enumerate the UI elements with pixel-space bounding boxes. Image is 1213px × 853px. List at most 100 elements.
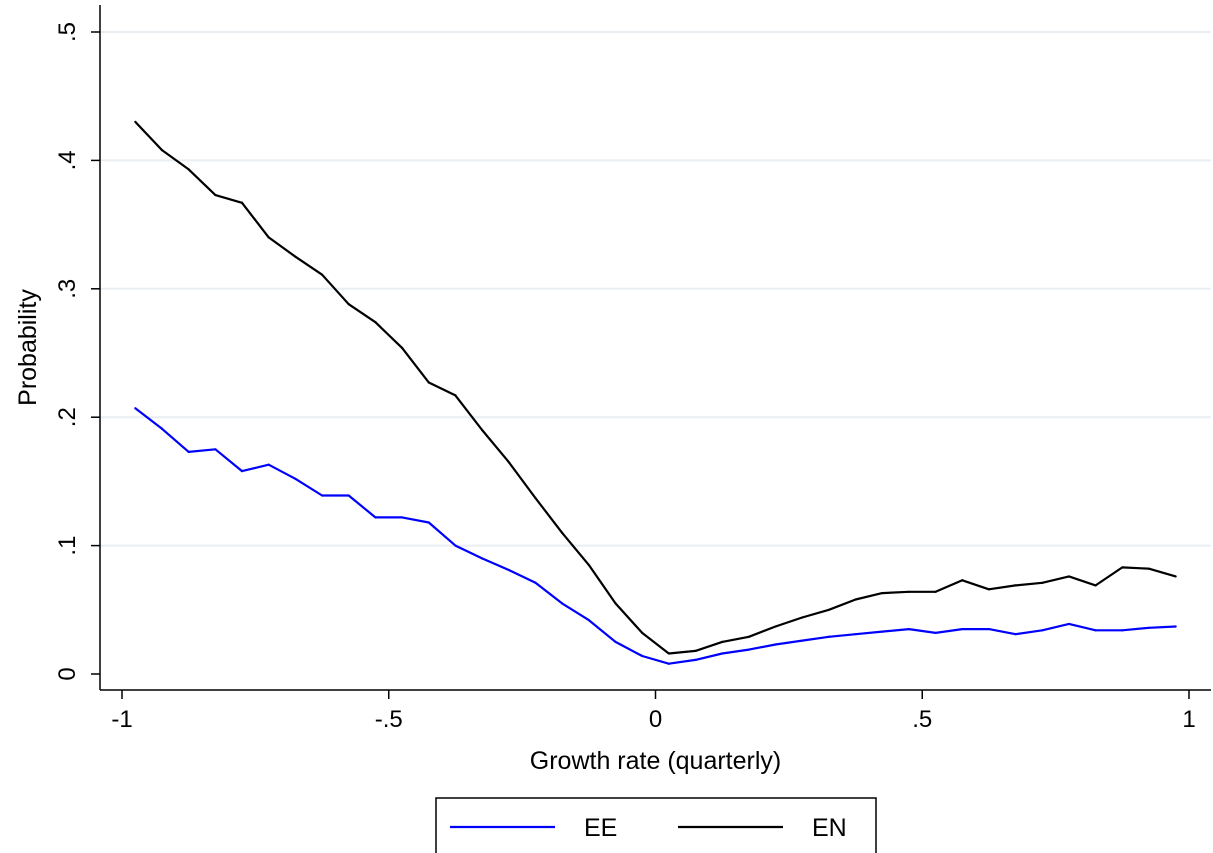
data-point-en (694, 649, 697, 652)
data-point-ee (134, 407, 137, 410)
data-point-ee (854, 633, 857, 636)
data-point-ee (881, 630, 884, 633)
data-point-ee (587, 618, 590, 622)
data-point-en (907, 590, 911, 593)
data-point-en (454, 394, 457, 397)
legend-label-en: EN (812, 814, 847, 842)
data-point-ee (240, 470, 244, 473)
data-point-ee (641, 654, 644, 658)
data-point-ee (1147, 626, 1151, 629)
data-point-en (160, 149, 164, 152)
data-point-en (347, 303, 350, 306)
data-point-en (400, 346, 404, 349)
data-point-en (747, 635, 750, 638)
data-point-en (934, 590, 937, 593)
y-tick-label: .4 (54, 150, 81, 170)
data-point-en (214, 193, 217, 197)
data-point-ee (987, 627, 991, 631)
data-point-en (587, 563, 590, 566)
data-point-en (1067, 575, 1071, 578)
data-point-en (374, 321, 377, 324)
data-point-ee (507, 568, 510, 572)
x-tick-label: -1 (111, 706, 132, 733)
series-line-ee (134, 407, 1176, 665)
data-point-en (1147, 567, 1151, 570)
data-point-ee (187, 450, 190, 453)
data-point-ee (427, 521, 430, 524)
data-point-en (427, 381, 430, 384)
x-tick-label: 0 (649, 706, 662, 733)
legend-box (435, 797, 877, 853)
data-point-en (187, 168, 190, 171)
series-lines (134, 120, 1177, 665)
y-tick-label: 0 (54, 667, 81, 680)
y-tick-label: .5 (54, 22, 81, 42)
data-point-en (134, 120, 137, 123)
data-point-ee (907, 627, 911, 631)
data-point-en (1121, 566, 1124, 569)
data-point-ee (667, 662, 670, 665)
data-point-ee (481, 557, 484, 560)
data-point-en (267, 236, 270, 239)
legend: EE EN (435, 797, 877, 853)
series-line-en (134, 121, 1177, 655)
legend-label-ee: EE (584, 814, 617, 842)
data-point-ee (961, 627, 964, 631)
data-point-en (294, 255, 297, 258)
data-point-en (320, 273, 324, 276)
data-point-ee (454, 544, 457, 547)
grid-lines (100, 31, 1211, 547)
data-point-ee (1174, 625, 1177, 628)
data-point-ee (561, 602, 564, 605)
data-point-ee (747, 648, 750, 651)
data-point-en (961, 579, 964, 582)
data-point-ee (160, 427, 164, 430)
data-point-en (854, 598, 857, 601)
data-point-ee (374, 516, 377, 519)
data-point-ee (347, 494, 350, 497)
data-point-ee (1014, 633, 1017, 636)
data-point-ee (267, 463, 270, 466)
x-tick-label: .5 (912, 706, 932, 733)
data-point-ee (774, 643, 777, 646)
data-point-en (614, 602, 617, 605)
data-point-en (987, 588, 991, 591)
data-point-ee (1067, 622, 1071, 626)
data-point-en (667, 652, 670, 655)
y-tick-label: .3 (54, 279, 81, 299)
data-point-ee (1121, 629, 1124, 632)
data-point-en (561, 531, 564, 534)
y-axis-title: Probability (14, 289, 42, 406)
data-point-ee (934, 631, 937, 635)
data-point-ee (827, 635, 830, 638)
data-point-en (1014, 584, 1017, 587)
x-tick-label: 1 (1182, 706, 1195, 733)
data-point-en (721, 640, 724, 644)
x-tick-label: -.5 (375, 706, 403, 733)
data-point-ee (694, 658, 697, 661)
ticks: -1 -.5 0 .5 1 0 .1 .2 .3 .4 .5 (54, 22, 1196, 733)
data-point-en (1041, 581, 1044, 584)
data-point-ee (721, 652, 724, 655)
data-point-ee (214, 448, 217, 451)
data-point-ee (400, 516, 404, 519)
data-point-en (881, 592, 884, 595)
data-point-en (827, 608, 830, 611)
data-point-en (481, 428, 484, 432)
data-point-en (641, 631, 644, 635)
data-point-en (1094, 584, 1097, 587)
data-point-en (774, 625, 777, 628)
data-point-ee (801, 639, 804, 642)
data-point-en (1174, 575, 1177, 578)
y-tick-label: .1 (54, 536, 81, 556)
data-point-en (240, 201, 244, 204)
data-point-ee (1094, 629, 1097, 632)
data-point-en (534, 496, 537, 500)
data-point-ee (1041, 629, 1044, 632)
data-point-en (801, 616, 804, 619)
data-point-ee (320, 494, 324, 497)
y-tick-label: .2 (54, 407, 81, 427)
axes (99, 5, 1211, 691)
x-axis-title: Growth rate (quarterly) (530, 747, 781, 775)
